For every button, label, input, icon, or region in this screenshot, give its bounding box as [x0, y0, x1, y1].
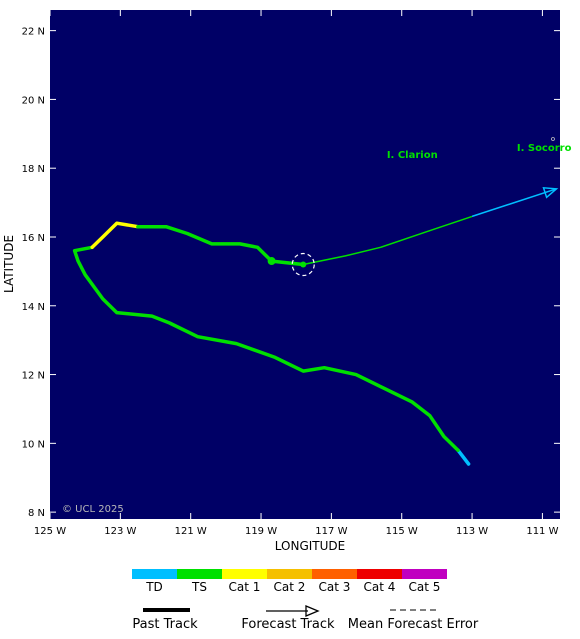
category-legend: TD TS Cat 1 Cat 2 Cat 3 Cat 4 Cat 5: [132, 569, 447, 594]
legend-swatch: [402, 569, 447, 579]
lon-tick-label: 121 W: [175, 526, 207, 537]
mean-forecast-error-key: Mean Forecast Error: [348, 609, 479, 632]
legend-swatch: [132, 569, 177, 579]
lat-tick-label: 10 N: [22, 439, 45, 450]
track-point-marker: [300, 261, 307, 268]
lat-tick-label: 12 N: [22, 371, 45, 382]
track-point-marker: [267, 257, 276, 266]
forecast-arrow-icon: [305, 605, 320, 617]
legend-swatch: [222, 569, 267, 579]
copyright-label: © UCL 2025: [62, 504, 124, 515]
legend-swatch: [177, 569, 222, 579]
legend-category-label: TS: [191, 580, 207, 594]
x-axis-title: LONGITUDE: [275, 539, 345, 553]
island-marker: [551, 137, 555, 141]
legend-category-label: Cat 3: [319, 580, 351, 594]
lon-tick-label: 115 W: [386, 526, 418, 537]
lon-tick-label: 123 W: [104, 526, 136, 537]
forecast-track-key: Forecast Track: [241, 605, 335, 632]
past-track-segment: [72, 245, 460, 452]
mean-forecast-error-label: Mean Forecast Error: [348, 617, 479, 632]
past-track-label: Past Track: [132, 617, 198, 632]
legend-category-label: Cat 5: [409, 580, 441, 594]
legend-category-label: Cat 4: [364, 580, 396, 594]
legend-category-label: Cat 2: [274, 580, 306, 594]
current-position-error-circle: [291, 252, 315, 277]
past-track-segment: [90, 221, 140, 250]
lat-tick-label: 20 N: [22, 95, 45, 106]
forecast-arrow-icon: [542, 186, 559, 199]
legend-swatch: [357, 569, 402, 579]
island-label: I. Socorro: [517, 143, 572, 154]
lat-tick-label: 18 N: [22, 164, 45, 175]
lat-tick-label: 16 N: [22, 233, 45, 244]
lon-tick-label: 125 W: [34, 526, 66, 537]
island-label: I. Clarion: [387, 150, 438, 161]
lat-tick-label: 8 N: [28, 508, 45, 519]
lon-tick-label: 113 W: [456, 526, 488, 537]
forecast-track-label: Forecast Track: [241, 617, 335, 632]
legend-swatch: [267, 569, 312, 579]
lon-tick-label: 119 W: [245, 526, 277, 537]
lat-tick-label: 14 N: [22, 302, 45, 313]
forecast-track-segment: [471, 188, 557, 218]
lon-tick-label: 111 W: [526, 526, 558, 537]
past-track-segment: [456, 448, 471, 466]
lon-tick-label: 117 W: [315, 526, 347, 537]
past-track-key: Past Track: [132, 608, 198, 632]
legend-swatch: [312, 569, 357, 579]
lat-tick-label: 22 N: [22, 27, 45, 38]
y-axis-title: LATITUDE: [2, 235, 16, 293]
forecast-track-segment: [303, 215, 473, 266]
legend-category-label: Cat 1: [229, 580, 261, 594]
legend-category-label: TD: [145, 580, 163, 594]
